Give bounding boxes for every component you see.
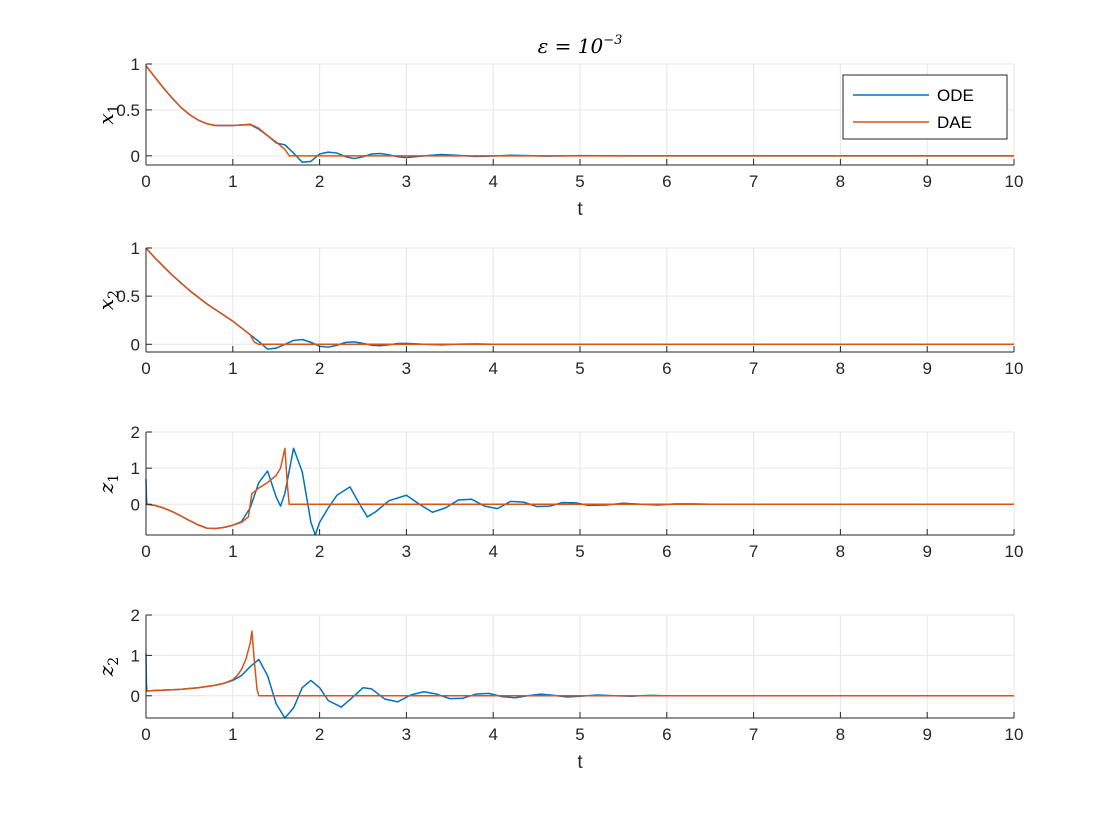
x-tick-label: 9: [922, 725, 931, 744]
x-tick-label: 2: [315, 359, 324, 378]
x-tick-label: 8: [836, 359, 845, 378]
x-tick-label: 4: [488, 542, 497, 561]
y-tick-label: 0: [131, 335, 140, 354]
x-tick-label: 1: [228, 359, 237, 378]
x-tick-label: 10: [1005, 172, 1024, 191]
y-tick-label: 0: [131, 147, 140, 166]
y-tick-label: 0: [131, 687, 140, 706]
x-tick-label: 2: [315, 725, 324, 744]
x-tick-label: 0: [141, 542, 150, 561]
x-tick-label: 6: [662, 725, 671, 744]
y-axis-label-sub: 1: [106, 104, 122, 113]
x-tick-label: 8: [836, 725, 845, 744]
series-line-dae: [145, 447, 1014, 530]
x-tick-label: 10: [1005, 542, 1024, 561]
legend-label-ode: ODE: [937, 86, 974, 105]
y-axis-label-sub: 2: [106, 290, 122, 299]
x-tick-label: 9: [922, 172, 931, 191]
x-tick-label: 4: [488, 359, 497, 378]
x-tick-label: 2: [315, 542, 324, 561]
series-line-dae: [145, 65, 1014, 157]
x-tick-label: 3: [402, 542, 411, 561]
x-axis-label: t: [577, 752, 583, 773]
series-line-dae: [145, 630, 1014, 697]
y-tick-label: 0.5: [116, 287, 140, 306]
x-tick-label: 10: [1005, 725, 1024, 744]
x-tick-label: 2: [315, 172, 324, 191]
y-axis-label-sub: 1: [106, 474, 122, 483]
y-axis-label: x1: [94, 104, 122, 124]
y-axis-label-main: z: [94, 482, 118, 494]
x-tick-label: 4: [488, 172, 497, 191]
x-tick-label: 0: [141, 725, 150, 744]
legend-label-dae: DAE: [937, 113, 972, 132]
x-tick-label: 0: [141, 359, 150, 378]
x-tick-label: 1: [228, 542, 237, 561]
x-tick-label: 6: [662, 172, 671, 191]
y-axis-label-sub: 2: [106, 657, 122, 666]
y-tick-label: 1: [131, 55, 140, 74]
x-tick-label: 5: [575, 542, 584, 561]
x-tick-label: 5: [575, 359, 584, 378]
x-tick-label: 5: [575, 172, 584, 191]
x-tick-label: 7: [749, 359, 758, 378]
x-tick-label: 0: [141, 172, 150, 191]
x-tick-label: 4: [488, 725, 497, 744]
y-tick-label: 1: [131, 646, 140, 665]
x-tick-label: 1: [228, 725, 237, 744]
y-tick-label: 0.5: [116, 101, 140, 120]
x-tick-label: 10: [1005, 359, 1024, 378]
y-axis-label-main: x: [94, 299, 118, 310]
y-axis-label: z2: [94, 657, 122, 677]
x-tick-label: 9: [922, 542, 931, 561]
x-tick-label: 1: [228, 172, 237, 191]
x-tick-label: 3: [402, 725, 411, 744]
x-tick-label: 9: [922, 359, 931, 378]
y-axis-label-main: x: [94, 113, 118, 124]
x-tick-label: 7: [749, 725, 758, 744]
y-axis-label: z1: [94, 474, 122, 494]
figure-title: ε = 10−3: [538, 33, 623, 58]
x-tick-label: 7: [749, 542, 758, 561]
y-tick-label: 1: [131, 239, 140, 258]
x-tick-label: 7: [749, 172, 758, 191]
x-tick-label: 8: [836, 542, 845, 561]
x-tick-label: 3: [402, 172, 411, 191]
legend-box: [842, 74, 1008, 140]
y-axis-label-main: z: [94, 665, 118, 677]
y-tick-label: 2: [131, 423, 140, 442]
y-tick-label: 0: [131, 495, 140, 514]
x-tick-label: 6: [662, 359, 671, 378]
x-tick-label: 8: [836, 172, 845, 191]
figure-title-base: ε = 10: [538, 34, 604, 58]
figure-title-exponent: −3: [603, 33, 622, 48]
x-tick-label: 6: [662, 542, 671, 561]
series-line-dae: [145, 247, 1014, 346]
y-tick-label: 2: [131, 606, 140, 625]
x-axis-label: t: [577, 199, 583, 220]
x-tick-label: 3: [402, 359, 411, 378]
x-tick-label: 5: [575, 725, 584, 744]
legend: ODE DAE: [842, 74, 1008, 140]
y-tick-label: 1: [131, 459, 140, 478]
y-axis-label: x2: [94, 290, 122, 310]
